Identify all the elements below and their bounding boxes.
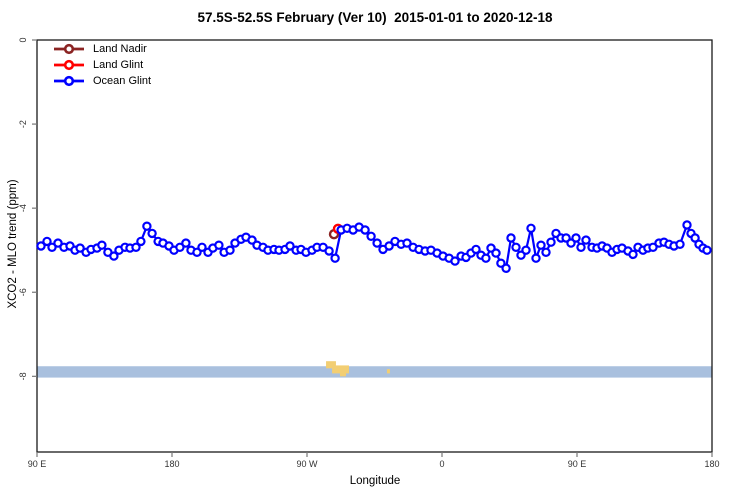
y-tick-label: -4 xyxy=(18,204,28,212)
ocean-glint-point xyxy=(324,246,334,256)
ocean-glint-point xyxy=(471,244,481,255)
land-patch xyxy=(332,365,349,374)
land-patch xyxy=(326,361,336,369)
ocean-glint-point xyxy=(366,231,376,241)
ocean-glint-point xyxy=(47,242,57,252)
ocean-glint-point xyxy=(690,233,700,243)
ocean-glint-point xyxy=(360,225,370,235)
ocean-glint-point xyxy=(147,228,157,239)
x-tick-label: 90 E xyxy=(568,459,587,469)
ocean-glint-marker-icon xyxy=(54,75,84,86)
ocean-glint-point xyxy=(109,251,119,261)
land-nadir-marker-icon xyxy=(54,43,84,54)
legend-item-ocean-glint: Ocean Glint xyxy=(52,73,151,88)
ocean-glint-point xyxy=(131,242,141,252)
ocean-glint-point xyxy=(214,240,224,250)
y-tick-label: 0 xyxy=(18,37,28,42)
x-tick-label: 0 xyxy=(439,459,444,469)
ocean-glint-point xyxy=(181,238,191,248)
ocean-glint-point xyxy=(75,243,85,253)
x-tick-label: 180 xyxy=(704,459,719,469)
ocean-glint-point xyxy=(481,253,491,263)
ocean-glint-point xyxy=(372,238,382,248)
ocean-glint-point xyxy=(225,245,235,255)
y-tick-label: -6 xyxy=(18,288,28,296)
ocean-glint-point xyxy=(581,235,591,245)
latitude-band-map xyxy=(37,366,712,378)
y-tick-label: -2 xyxy=(18,120,28,128)
x-tick-label: 90 E xyxy=(28,459,47,469)
ocean-glint-point xyxy=(384,241,394,251)
ocean-glint-point xyxy=(36,241,46,251)
ocean-glint-point xyxy=(648,242,658,252)
ocean-glint-point xyxy=(571,233,581,243)
ocean-glint-point xyxy=(496,258,506,268)
ocean-glint-point xyxy=(546,237,556,247)
legend-label: Land Nadir xyxy=(93,42,147,55)
legend-label: Ocean Glint xyxy=(93,74,152,87)
ocean-glint-point xyxy=(197,242,207,252)
ocean-glint-point xyxy=(285,241,295,251)
y-axis-title: XCO2 - MLO trend (ppm) xyxy=(7,179,19,309)
land-patch xyxy=(340,372,346,377)
ocean-glint-point xyxy=(450,256,460,266)
ocean-glint-point xyxy=(576,242,586,252)
ocean-glint-point xyxy=(506,233,516,243)
ocean-glint-point xyxy=(526,223,536,233)
legend-item-land-glint: Land Glint xyxy=(52,57,151,72)
ocean-glint-point xyxy=(541,247,551,257)
chart-title: 57.5S-52.5S February (Ver 10) 2015-01-01… xyxy=(197,10,553,25)
ocean-glint-point xyxy=(136,236,146,247)
ocean-glint-point xyxy=(702,245,712,255)
land-patch xyxy=(386,369,390,374)
ocean-glint-point xyxy=(402,238,412,248)
ocean-glint-point xyxy=(142,221,152,231)
ocean-glint-point xyxy=(628,249,638,260)
ocean-glint-point xyxy=(536,240,546,250)
ocean-glint-point xyxy=(511,242,521,252)
ocean-glint-point xyxy=(675,239,685,249)
ocean-glint-point xyxy=(330,253,340,263)
x-tick-label: 180 xyxy=(164,459,179,469)
ocean-glint-point xyxy=(97,240,107,250)
ocean-glint-point xyxy=(53,238,63,248)
ocean-glint-point xyxy=(175,242,185,252)
ocean-glint-point xyxy=(501,263,511,273)
y-tick-label: -8 xyxy=(18,372,28,380)
ocean-glint-point xyxy=(521,245,531,255)
x-axis-title: Longitude xyxy=(349,475,401,487)
legend: Land Nadir Land Glint Ocean Glint xyxy=(52,41,151,88)
ocean-glint-point xyxy=(531,253,541,263)
legend-item-land-nadir: Land Nadir xyxy=(52,41,151,56)
ocean-glint-point xyxy=(491,248,501,258)
x-tick-label: 90 W xyxy=(296,459,318,469)
land-glint-marker-icon xyxy=(54,59,84,70)
legend-label: Land Glint xyxy=(93,58,144,71)
ocean-glint-point xyxy=(682,220,692,230)
ocean-glint-point xyxy=(42,236,52,247)
